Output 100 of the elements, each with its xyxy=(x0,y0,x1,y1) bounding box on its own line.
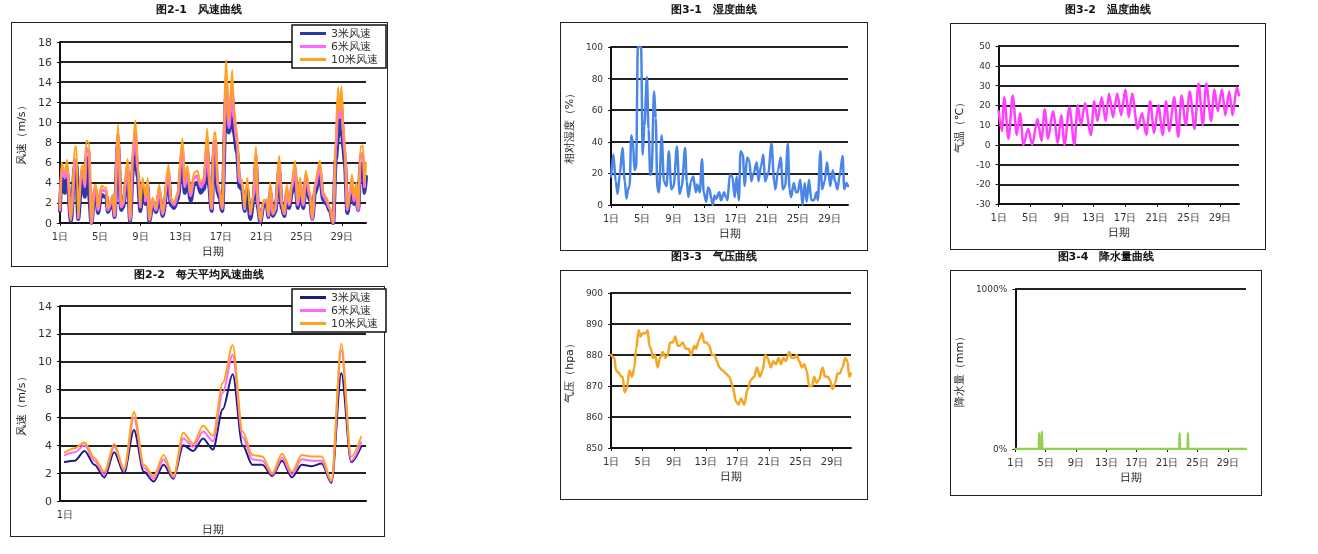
y-tick-label: 80 xyxy=(591,73,604,84)
x-tick-label: 13日 xyxy=(1095,456,1118,468)
legend-label: 6米风速 xyxy=(331,304,371,317)
x-tick-label: 29日 xyxy=(820,455,844,467)
chart-title: 图3-1 湿度曲线 xyxy=(671,2,757,16)
x-tick-label: 13日 xyxy=(1082,211,1105,223)
y-tick-label: -10 xyxy=(975,159,991,170)
y-tick-label: 4 xyxy=(44,176,52,190)
legend-label: 10米风速 xyxy=(331,53,378,66)
line-series xyxy=(997,82,1241,146)
x-tick-label: 1日 xyxy=(602,212,620,224)
x-axis-title: 日期 xyxy=(1107,225,1130,239)
x-tick-label: 25日 xyxy=(290,230,313,242)
x-tick-label: 17日 xyxy=(724,212,748,224)
x-tick-label: 5日 xyxy=(1022,211,1039,223)
y-tick-label: 0 xyxy=(44,494,52,508)
x-tick-label: 9日 xyxy=(665,212,682,224)
y-tick-label: 0 xyxy=(984,139,991,150)
x-axis-title: 日期 xyxy=(201,244,224,258)
y-tick-label: 60 xyxy=(591,105,604,116)
y-tick-label: 10 xyxy=(979,120,991,130)
x-tick-label: 5日 xyxy=(1037,456,1054,468)
y-tick-label: 40 xyxy=(979,60,991,71)
x-tick-label: 21日 xyxy=(249,230,273,242)
x-tick-label: 9日 xyxy=(132,230,149,242)
y-tick-label: 6 xyxy=(44,410,52,424)
y-tick-label: 50 xyxy=(979,41,991,51)
legend-label: 3米风速 xyxy=(331,291,371,304)
x-tick-label: 17日 xyxy=(725,455,749,467)
y-tick-label: 10 xyxy=(37,115,52,129)
x-tick-label: 21日 xyxy=(1145,211,1169,223)
y-tick-label: 10 xyxy=(37,355,52,369)
x-tick-label: 9日 xyxy=(1053,211,1071,223)
y-tick-label: 0% xyxy=(993,444,1008,454)
x-axis-title: 日期 xyxy=(718,226,741,240)
y-tick-label: 20 xyxy=(979,100,991,111)
y-axis-title: 气温（℃） xyxy=(953,96,966,154)
x-axis-title: 日期 xyxy=(1119,470,1142,484)
y-tick-label: 880 xyxy=(585,350,604,360)
x-tick-label: 29日 xyxy=(817,212,841,224)
legend-label: 10米风速 xyxy=(331,317,378,330)
line-series xyxy=(609,45,850,207)
x-tick-label: 29日 xyxy=(1208,211,1232,223)
y-tick-label: 900 xyxy=(585,288,604,298)
y-tick-label: 30 xyxy=(979,80,991,91)
x-tick-label: 25日 xyxy=(1186,456,1209,468)
x-tick-label: 13日 xyxy=(693,212,716,224)
x-tick-label: 17日 xyxy=(1113,211,1137,223)
y-tick-label: 16 xyxy=(37,55,52,69)
x-tick-label: 25日 xyxy=(786,212,810,224)
x-tick-label: 17日 xyxy=(209,230,233,242)
x-tick-label: 21日 xyxy=(757,455,781,467)
chart-title: 图2-1 风速曲线 xyxy=(156,2,242,16)
x-tick-label: 13日 xyxy=(169,230,193,242)
y-tick-label: 14 xyxy=(37,299,52,313)
line-series xyxy=(609,328,853,406)
y-tick-label: 2 xyxy=(44,466,52,480)
x-tick-label: 1日 xyxy=(1007,456,1024,468)
y-tick-label: -30 xyxy=(975,199,991,209)
y-tick-label: 850 xyxy=(585,443,604,453)
y-tick-label: 890 xyxy=(585,319,604,329)
x-tick-label: 1日 xyxy=(51,230,69,242)
y-tick-label: 100 xyxy=(585,42,604,52)
x-axis-title: 日期 xyxy=(201,523,224,536)
x-tick-label: 5日 xyxy=(634,455,651,467)
y-tick-label: 40 xyxy=(591,136,604,147)
x-tick-label: 5日 xyxy=(634,212,651,224)
x-tick-label: 21日 xyxy=(1155,456,1179,468)
x-tick-label: 29日 xyxy=(1216,456,1240,468)
x-tick-label: 1日 xyxy=(56,508,74,520)
y-tick-label: -20 xyxy=(975,179,991,190)
x-axis-title: 日期 xyxy=(720,469,743,483)
y-tick-label: 0 xyxy=(44,216,52,230)
y-tick-label: 4 xyxy=(44,438,52,452)
y-tick-label: 870 xyxy=(585,381,604,391)
y-axis-title: 降水量（mm） xyxy=(953,330,966,408)
y-tick-label: 1000% xyxy=(975,284,1008,294)
y-tick-label: 20 xyxy=(591,168,604,179)
x-tick-label: 21日 xyxy=(755,212,779,224)
y-tick-label: 18 xyxy=(37,35,52,49)
y-tick-label: 6 xyxy=(44,156,52,170)
x-tick-label: 29日 xyxy=(330,230,354,242)
x-tick-label: 1日 xyxy=(990,211,1007,223)
x-tick-label: 1日 xyxy=(602,455,620,467)
y-axis-title: 气压（hpa） xyxy=(563,338,576,403)
y-axis-title: 风速（m/s） xyxy=(15,371,28,436)
chart-title: 图3-2 温度曲线 xyxy=(1065,2,1151,16)
x-tick-label: 13日 xyxy=(694,455,718,467)
legend-label: 3米风速 xyxy=(331,27,371,40)
y-tick-label: 12 xyxy=(37,327,52,341)
x-tick-label: 17日 xyxy=(1125,456,1149,468)
line-series xyxy=(63,371,363,484)
y-tick-label: 8 xyxy=(44,136,52,150)
y-tick-label: 12 xyxy=(37,95,52,109)
legend-label: 6米风速 xyxy=(331,40,371,53)
chart-title: 图3-4 降水量曲线 xyxy=(1057,249,1155,263)
x-tick-label: 25日 xyxy=(789,455,812,467)
x-tick-label: 25日 xyxy=(1177,211,1200,223)
y-tick-label: 0 xyxy=(597,200,604,210)
y-tick-label: 8 xyxy=(44,383,52,397)
